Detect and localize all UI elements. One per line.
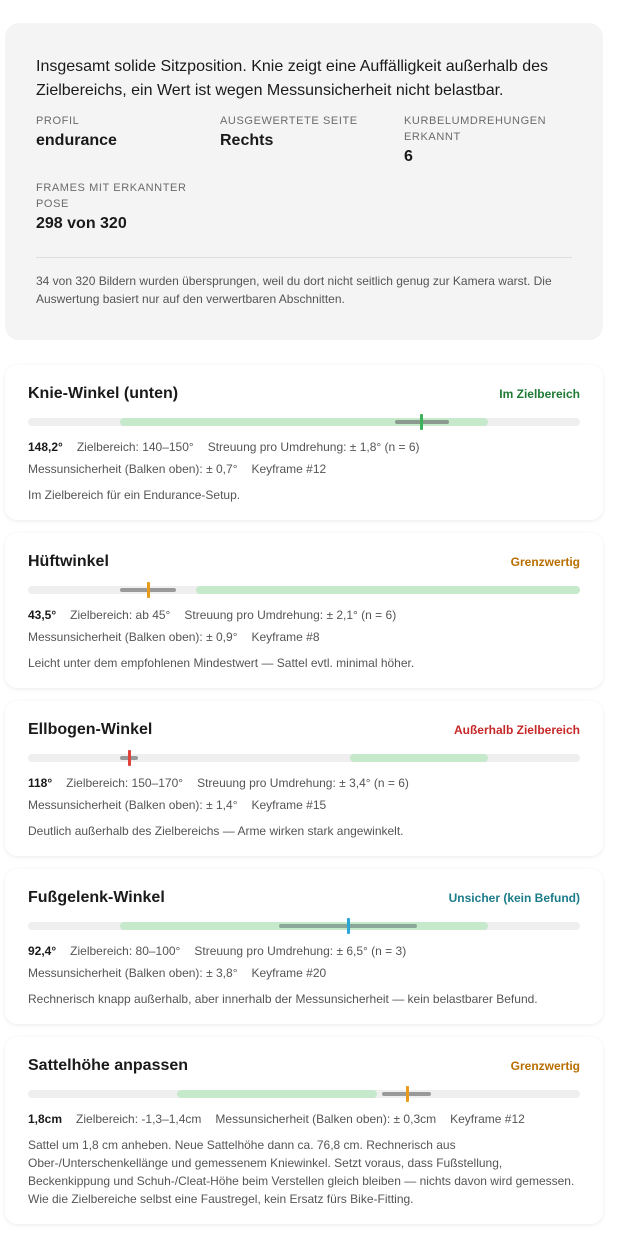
field-label: PROFIL: [36, 115, 80, 127]
metric-keyframe: Keyframe #8: [251, 630, 320, 644]
target-range: [349, 754, 488, 762]
metric-card: Ellbogen-Winkel Außerhalb Zielbereich 118°…: [5, 701, 603, 856]
gauge-track: [28, 582, 580, 598]
summary-field: PROFIL endurance: [36, 113, 220, 166]
metric-target: Zielbereich: ab 45°: [70, 608, 171, 622]
value-marker: [420, 414, 424, 430]
metric-spread: Streuung pro Umdrehung: ± 1,8° (n = 6): [207, 440, 420, 454]
metric-uncertainty: Messunsicherheit (Balken oben): ± 1,4°: [28, 798, 238, 812]
summary-fields: PROFIL endurance AUSGEWERTETE SEITE Rechts K…: [36, 113, 572, 233]
metric-stats: 148,2° Zielbereich: 140–150° Streuung pro …: [28, 436, 580, 480]
metric-note: Im Zielbereich für ein Endurance-Setup.: [28, 488, 241, 502]
metric-value: 92,4°: [28, 944, 57, 958]
value-marker: [147, 582, 150, 598]
metric-status: Unsicher (kein Befund): [448, 891, 580, 905]
field-value: 6: [404, 148, 413, 165]
field-label: AUSGEWERTETE SEITE: [220, 115, 358, 127]
metric-title: Ellbogen-Winkel: [28, 721, 153, 738]
metric-status: Im Zielbereich: [499, 387, 580, 401]
metric-keyframe: Keyframe #15: [251, 798, 327, 812]
metric-card: Knie-Winkel (unten) Im Zielbereich 148,2° Z…: [5, 365, 603, 520]
headline: Insgesamt solide Sitzposition. Knie zeig…: [36, 58, 549, 99]
field-value: endurance: [36, 132, 117, 149]
gauge-track: [28, 750, 580, 766]
metric-target: Zielbereich: 80–100°: [70, 944, 181, 958]
gauge-track: [28, 1086, 580, 1102]
metric-note: Leicht unter dem empfohlenen Mindestwert…: [28, 656, 415, 670]
metric-title: Sattelhöhe anpassen: [28, 1057, 189, 1074]
metric-value: 43,5°: [28, 608, 57, 622]
value-marker: [128, 750, 132, 766]
gauge-track: [28, 918, 580, 934]
metric-note: Rechnerisch knapp außerhalb, aber innerh…: [28, 992, 538, 1006]
metric-title: Knie-Winkel (unten): [28, 385, 179, 402]
metric-note: Sattel um 1,8 cm anheben. Neue Sattelhöh…: [28, 1138, 575, 1206]
metric-header: Sattelhöhe anpassen Grenzwertig: [28, 1056, 580, 1076]
metric-value: 1,8cm: [28, 1112, 63, 1126]
field-label: FRAMES MIT ERKANNTER POSE: [36, 182, 187, 210]
summary-note: 34 von 320 Bildern wurden übersprungen, …: [36, 274, 552, 306]
metric-status: Grenzwertig: [510, 1059, 580, 1073]
metric-header: Fußgelenk-Winkel Unsicher (kein Befund): [28, 888, 580, 908]
metric-stats: 118° Zielbereich: 150–170° Streuung pro Um…: [28, 772, 580, 816]
metric-uncertainty: Messunsicherheit (Balken oben): ± 0,9°: [28, 630, 238, 644]
metric-stats: 1,8cm Zielbereich: -1,3–1,4cm Messunsicher…: [28, 1108, 580, 1130]
field-value: 298 von 320: [36, 215, 127, 232]
metric-header: Hüftwinkel Grenzwertig: [28, 552, 580, 572]
target-range: [120, 418, 489, 426]
metric-uncertainty: Messunsicherheit (Balken oben): ± 0,3cm: [215, 1112, 437, 1126]
summary-card: Insgesamt solide Sitzposition. Knie zeig…: [5, 23, 603, 340]
value-marker: [346, 918, 350, 934]
metric-stats: 92,4° Zielbereich: 80–100° Streuung pro Um…: [28, 940, 580, 984]
metric-target: Zielbereich: 140–150°: [76, 440, 194, 454]
summary-field: KURBELUMDREHUNGEN ERKANNT 6: [404, 113, 574, 166]
metric-card: Sattelhöhe anpassen Grenzwertig 1,8cm Zielb…: [5, 1037, 603, 1224]
target-range: [195, 586, 580, 594]
divider: [36, 257, 572, 258]
metric-header: Ellbogen-Winkel Außerhalb Zielbereich: [28, 720, 580, 740]
metric-keyframe: Keyframe #12: [450, 1112, 525, 1126]
metric-title: Fußgelenk-Winkel: [28, 889, 165, 906]
summary-field: FRAMES MIT ERKANNTER POSE 298 von 320: [36, 180, 220, 233]
metric-card: Hüftwinkel Grenzwertig 43,5° Zielbereich: a…: [5, 533, 603, 688]
metric-value: 148,2°: [28, 440, 63, 454]
metric-card: Fußgelenk-Winkel Unsicher (kein Befund) 92…: [5, 869, 603, 1024]
gauge-track: [28, 414, 580, 430]
metric-target: Zielbereich: -1,3–1,4cm: [76, 1112, 202, 1126]
metric-spread: Streuung pro Umdrehung: ± 3,4° (n = 6): [197, 776, 409, 790]
metric-uncertainty: Messunsicherheit (Balken oben): ± 3,8°: [28, 966, 238, 980]
field-label: KURBELUMDREHUNGEN ERKANNT: [404, 115, 547, 143]
target-range: [177, 1090, 378, 1098]
metric-status: Grenzwertig: [510, 555, 580, 569]
metric-status: Außerhalb Zielbereich: [453, 723, 580, 737]
metric-uncertainty: Messunsicherheit (Balken oben): ± 0,7°: [28, 462, 238, 476]
metric-spread: Streuung pro Umdrehung: ± 2,1° (n = 6): [184, 608, 397, 622]
metric-stats: 43,5° Zielbereich: ab 45° Streuung pro Umd…: [28, 604, 580, 648]
metric-header: Knie-Winkel (unten) Im Zielbereich: [28, 384, 580, 404]
metric-spread: Streuung pro Umdrehung: ± 6,5° (n = 3): [194, 944, 407, 958]
metric-list: Knie-Winkel (unten) Im Zielbereich 148,2° Z…: [5, 365, 603, 1237]
metric-title: Hüftwinkel: [28, 553, 109, 570]
metric-keyframe: Keyframe #20: [251, 966, 327, 980]
summary-field: AUSGEWERTETE SEITE Rechts: [220, 113, 404, 166]
metric-value: 118°: [28, 776, 53, 790]
metric-keyframe: Keyframe #12: [251, 462, 327, 476]
metric-target: Zielbereich: 150–170°: [66, 776, 184, 790]
value-marker: [406, 1086, 409, 1102]
metric-note: Deutlich außerhalb des Zielbereichs — Ar…: [28, 824, 404, 838]
field-value: Rechts: [220, 132, 274, 149]
